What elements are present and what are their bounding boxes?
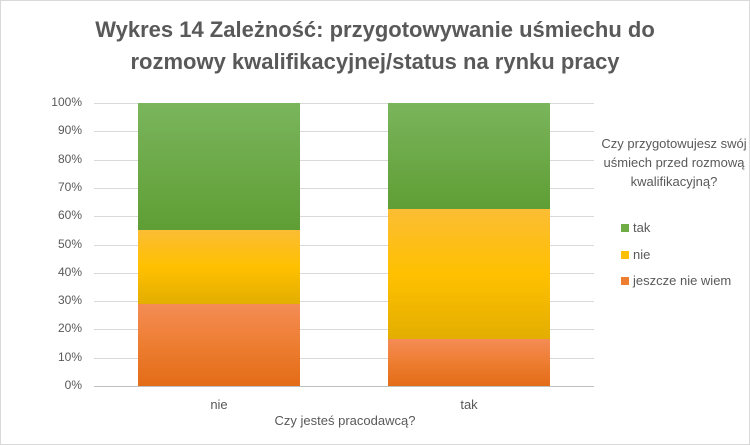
y-tick-label: 40% xyxy=(57,265,82,279)
y-tick-label: 100% xyxy=(51,95,82,109)
legend-item-tak: tak xyxy=(621,220,650,235)
y-tick-label: 30% xyxy=(57,293,82,307)
legend-swatch-icon xyxy=(621,250,629,259)
y-tick-label: 50% xyxy=(57,237,82,251)
bar-segment-tak xyxy=(138,103,300,231)
y-tick-label: 70% xyxy=(57,180,82,194)
legend-item-jeszcze-nie-wiem: jeszcze nie wiem xyxy=(621,273,731,288)
chart-title-line-2: rozmowy kwalifikacyjnej/status na rynku … xyxy=(130,49,620,74)
gridline xyxy=(94,358,594,359)
x-axis-line xyxy=(94,386,594,387)
legend-title-line: uśmiech przed rozmową xyxy=(603,155,745,170)
bar-tak xyxy=(388,103,550,386)
y-tick-label: 0% xyxy=(64,378,82,392)
gridline xyxy=(94,273,594,274)
legend-label: tak xyxy=(633,220,651,235)
gridline xyxy=(94,160,594,161)
legend-title-line: Czy przygotowujesz swój xyxy=(601,136,747,151)
bar-segment-jeszcze-nie-wiem xyxy=(388,339,550,386)
chart-title-line-1: Wykres 14 Zależność: przygotowywanie uśm… xyxy=(95,17,655,42)
bar-segment-nie xyxy=(388,209,550,340)
gridline xyxy=(94,188,594,189)
bar-nie xyxy=(138,103,300,386)
gridline xyxy=(94,301,594,302)
legend-item-nie: nie xyxy=(621,247,650,262)
legend-label: nie xyxy=(633,247,651,262)
y-tick-label: 90% xyxy=(57,123,82,137)
gridline xyxy=(94,131,594,132)
legend-title-line: kwalifikacyjną? xyxy=(630,174,718,189)
x-axis-title: Czy jesteś pracodawcą? xyxy=(274,413,416,428)
x-tick-label: tak xyxy=(460,397,478,412)
y-tick-label: 10% xyxy=(57,350,82,364)
legend-label: jeszcze nie wiem xyxy=(633,273,732,288)
legend-swatch-icon xyxy=(621,223,629,232)
gridline xyxy=(94,329,594,330)
bar-segment-nie xyxy=(138,230,300,304)
legend-swatch-icon xyxy=(621,276,629,285)
y-tick-label: 80% xyxy=(57,152,82,166)
y-tick-label: 20% xyxy=(57,321,82,335)
bar-segment-jeszcze-nie-wiem xyxy=(138,303,300,386)
gridline xyxy=(94,103,594,104)
gridline xyxy=(94,216,594,217)
y-tick-label: 60% xyxy=(57,208,82,222)
bar-segment-tak xyxy=(388,103,550,210)
legend-title: Czy przygotowujesz swój uśmiech przed ro… xyxy=(598,134,750,191)
x-tick-label: nie xyxy=(210,397,228,412)
chart-title: Wykres 14 Zależność: przygotowywanie uśm… xyxy=(0,14,750,78)
gridline xyxy=(94,245,594,246)
